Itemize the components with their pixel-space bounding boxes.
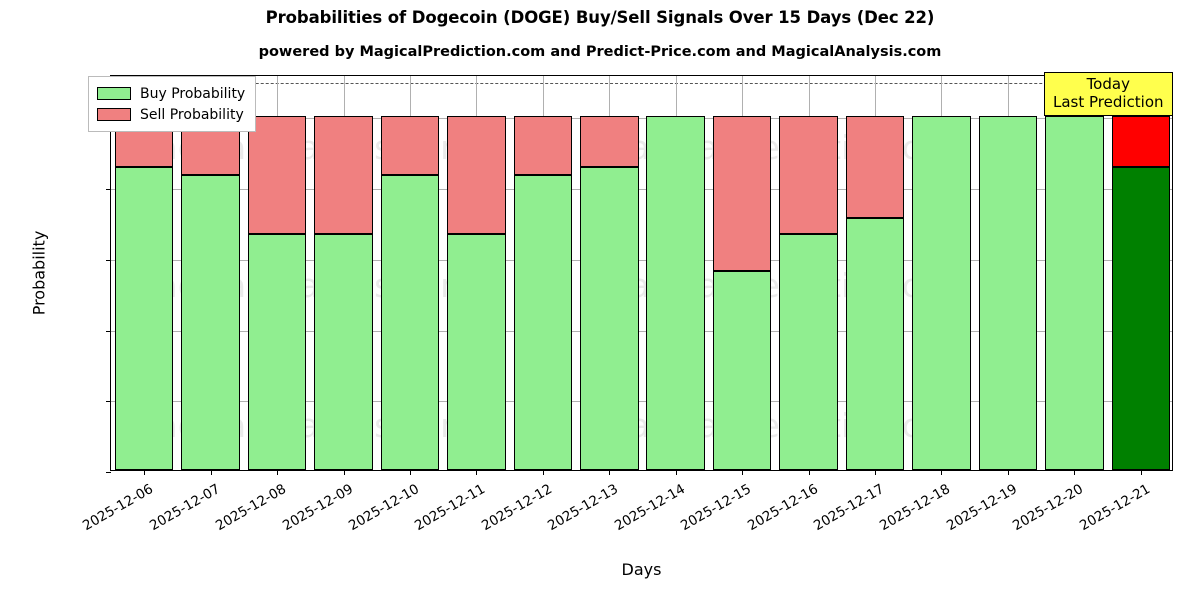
bar-segment-buy[interactable] <box>1111 167 1170 470</box>
bar-group[interactable] <box>845 74 905 470</box>
bar-group[interactable] <box>646 74 705 470</box>
bar-segment-buy[interactable] <box>181 175 240 470</box>
gridline-horizontal <box>111 330 1172 332</box>
chart-title: Probabilities of Dogecoin (DOGE) Buy/Sel… <box>265 8 935 27</box>
bar-group[interactable] <box>912 74 971 470</box>
bar-segment-sell[interactable] <box>1111 116 1170 167</box>
bar-group[interactable] <box>114 74 174 470</box>
bar-segment-buy[interactable] <box>114 167 174 470</box>
y-tick-mark <box>106 259 111 261</box>
x-tick-mark <box>211 470 212 475</box>
y-tick-mark <box>106 401 111 403</box>
x-axis-label: Days <box>621 560 662 579</box>
x-tick-mark <box>543 470 544 475</box>
x-tick-mark <box>476 470 477 475</box>
x-tick-mark <box>344 470 345 475</box>
bar-group[interactable] <box>712 74 772 470</box>
bar-group[interactable] <box>1111 74 1170 470</box>
bar-segment-buy[interactable] <box>247 234 307 470</box>
reference-dashed-line <box>111 83 1172 85</box>
y-tick-mark <box>106 472 111 473</box>
bar-group[interactable] <box>513 74 573 470</box>
x-tick-mark <box>609 470 610 475</box>
bar-group[interactable] <box>1045 74 1104 470</box>
bar-segment-sell[interactable] <box>712 116 772 271</box>
bar-segment-buy[interactable] <box>1045 116 1104 470</box>
today-annotation: Today Last Prediction <box>1044 72 1173 117</box>
x-tick-mark <box>941 470 942 475</box>
x-tick-mark <box>277 470 278 475</box>
x-tick-mark <box>676 470 677 475</box>
legend-item-sell: Sell Probability <box>97 104 245 125</box>
bar-segment-buy[interactable] <box>978 116 1038 470</box>
bar-segment-sell[interactable] <box>247 116 307 235</box>
bar-segment-sell[interactable] <box>447 116 506 235</box>
bar-segment-buy[interactable] <box>380 175 440 470</box>
x-tick-mark <box>144 470 145 475</box>
bar-group[interactable] <box>181 74 240 470</box>
bar-segment-sell[interactable] <box>580 116 639 167</box>
bar-group[interactable] <box>247 74 307 470</box>
bar-segment-buy[interactable] <box>845 217 905 470</box>
today-annotation-line2: Last Prediction <box>1053 92 1164 111</box>
bar-segment-buy[interactable] <box>779 234 838 470</box>
plot-area: MagicalAnalysis.comMagicalPrediction.com… <box>30 74 1173 534</box>
bar-group[interactable] <box>314 74 373 470</box>
today-annotation-line1: Today <box>1086 75 1130 93</box>
x-tick-mark <box>742 470 743 475</box>
bar-segment-buy[interactable] <box>314 234 373 470</box>
bar-group[interactable] <box>447 74 506 470</box>
legend-label-sell: Sell Probability <box>140 106 244 123</box>
gridline-horizontal <box>111 118 1172 120</box>
y-axis-label: Probability <box>29 230 49 316</box>
bar-segment-sell[interactable] <box>779 116 838 235</box>
bar-segment-sell[interactable] <box>314 116 373 235</box>
x-tick-mark <box>410 470 411 475</box>
gridline-horizontal <box>111 189 1172 191</box>
bar-segment-buy[interactable] <box>646 116 705 470</box>
legend-label-buy: Buy Probability <box>140 85 246 102</box>
bar-segment-sell[interactable] <box>380 116 440 176</box>
gridline-horizontal <box>111 401 1172 403</box>
x-tick-mark <box>1008 470 1009 475</box>
bar-group[interactable] <box>580 74 639 470</box>
x-tick-mark <box>1074 470 1075 475</box>
bar-group[interactable] <box>779 74 838 470</box>
x-tick-mark <box>1141 470 1142 475</box>
legend-item-buy: Buy Probability <box>97 83 245 104</box>
bar-segment-buy[interactable] <box>447 234 506 470</box>
x-tick-mark <box>809 470 810 475</box>
y-tick-mark <box>106 330 111 332</box>
bar-group[interactable] <box>380 74 440 470</box>
bar-segment-buy[interactable] <box>912 116 971 470</box>
bar-segment-sell[interactable] <box>513 116 573 176</box>
chart-subtitle: powered by MagicalPrediction.com and Pre… <box>258 44 942 60</box>
legend-swatch-buy <box>97 87 131 100</box>
bar-segment-buy[interactable] <box>580 167 639 470</box>
bar-group[interactable] <box>978 74 1038 470</box>
bar-segment-buy[interactable] <box>513 175 573 470</box>
y-tick-mark <box>106 189 111 191</box>
x-tick-mark <box>875 470 876 475</box>
bar-segment-sell[interactable] <box>845 116 905 218</box>
gridline-horizontal <box>111 259 1172 261</box>
chart-legend: Buy Probability Sell Probability <box>88 76 257 132</box>
bar-segment-buy[interactable] <box>712 270 772 470</box>
legend-swatch-sell <box>97 108 131 121</box>
